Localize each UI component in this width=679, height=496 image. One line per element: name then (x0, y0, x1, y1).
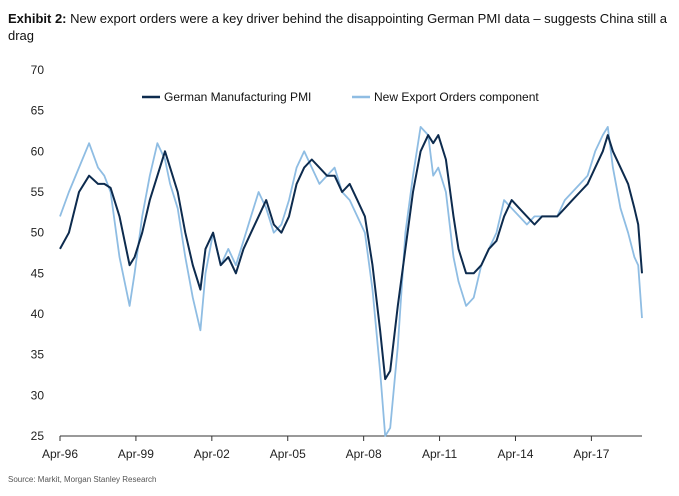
y-tick-label: 55 (31, 185, 45, 199)
y-tick-label: 60 (31, 144, 45, 158)
source-note: Source: Markit, Morgan Stanley Research (8, 475, 157, 484)
x-tick-labels: Apr-96 Apr-99 Apr-02 Apr-05 Apr-08 Apr-11 Apr-… (42, 447, 610, 461)
y-tick-label: 45 (31, 266, 45, 280)
x-tick-label: Apr-96 (42, 447, 78, 461)
y-tick-label: 70 (31, 63, 45, 77)
x-tick-label: Apr-99 (118, 447, 154, 461)
x-tick-label: Apr-14 (497, 447, 533, 461)
chart-title: Exhibit 2: New export orders were a key … (8, 10, 668, 44)
y-tick-label: 25 (31, 429, 45, 443)
series-line-export (59, 126, 643, 437)
legend-label-export: New Export Orders component (374, 90, 539, 104)
y-tick-label: 30 (31, 388, 45, 402)
series-line-pmi (59, 134, 643, 381)
y-tick-label: 50 (31, 226, 45, 240)
legend: German Manufacturing PMI New Export Orde… (142, 90, 539, 104)
axis-layer (59, 435, 642, 441)
exhibit-label: Exhibit 2: (8, 11, 67, 26)
y-tick-label: 65 (31, 104, 45, 118)
x-tick-label: Apr-08 (346, 447, 382, 461)
chart-svg: Apr-96 Apr-99 Apr-02 Apr-05 Apr-08 Apr-11 Apr-… (31, 63, 643, 461)
x-tick-label: Apr-17 (573, 447, 609, 461)
x-tick-label: Apr-11 (422, 447, 457, 461)
y-tick-label: 40 (31, 307, 45, 321)
series-layer (59, 126, 643, 437)
x-tick-label: Apr-02 (194, 447, 230, 461)
y-tick-label: 35 (31, 348, 45, 362)
legend-label-pmi: German Manufacturing PMI (164, 90, 311, 104)
y-tick-labels: 25 30 35 40 45 50 55 60 65 70 (31, 63, 45, 443)
title-text: New export orders were a key driver behi… (8, 11, 668, 43)
x-tick-label: Apr-05 (270, 447, 306, 461)
